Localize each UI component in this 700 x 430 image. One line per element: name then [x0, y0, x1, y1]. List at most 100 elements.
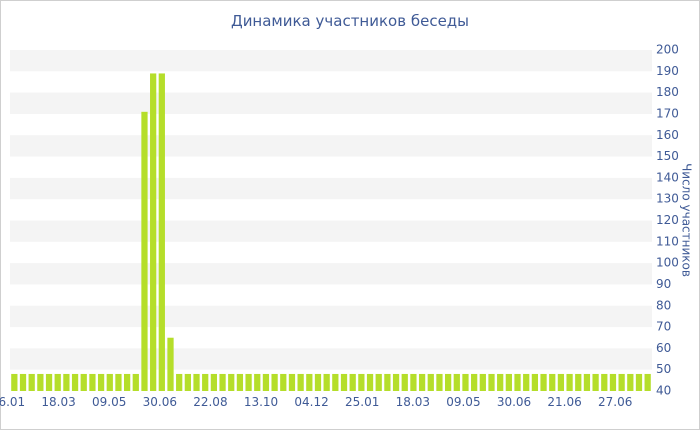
- bar: [644, 373, 651, 391]
- bar: [592, 373, 599, 391]
- grid-bands: [10, 50, 652, 370]
- bar: [184, 373, 191, 391]
- bar: [557, 373, 565, 391]
- y-tick-label: 200: [656, 43, 679, 57]
- bar: [245, 373, 252, 391]
- y-tick-label: 180: [656, 85, 679, 99]
- y-tick-label: 70: [656, 320, 671, 334]
- x-tick-label: 30.06: [143, 395, 177, 409]
- x-tick-label: 18.03: [396, 395, 430, 409]
- bar: [115, 373, 122, 391]
- bar: [202, 373, 209, 391]
- bar: [462, 373, 469, 391]
- bar: [254, 373, 261, 391]
- bar: [471, 373, 478, 391]
- bar: [89, 373, 96, 391]
- bar: [549, 373, 556, 391]
- x-tick-label: 09.05: [446, 395, 480, 409]
- bar: [375, 373, 382, 391]
- bar: [497, 373, 504, 391]
- bar: [401, 373, 408, 391]
- x-tick-label: 09.05: [92, 395, 126, 409]
- y-tick-label: 40: [656, 384, 671, 398]
- bar: [436, 373, 443, 391]
- bar: [210, 373, 218, 391]
- y-tick-label: 100: [656, 256, 679, 270]
- bar: [366, 373, 374, 391]
- x-tick-label: 13.10: [244, 395, 278, 409]
- bar: [583, 373, 591, 391]
- bar: [297, 373, 304, 391]
- y-tick-label: 120: [656, 213, 679, 227]
- bar: [627, 373, 634, 391]
- bar: [445, 373, 452, 391]
- x-tick-label: 21.06: [547, 395, 581, 409]
- bar: [80, 373, 87, 391]
- y-tick-label: 90: [656, 277, 671, 291]
- y-tick-label: 190: [656, 64, 679, 78]
- bar: [540, 373, 547, 391]
- bar: [514, 373, 521, 391]
- grid-band: [10, 220, 652, 242]
- bar: [566, 373, 573, 391]
- bar: [132, 373, 139, 391]
- y-tick-label: 150: [656, 149, 679, 163]
- grid-band: [10, 135, 652, 157]
- bar: [124, 373, 131, 391]
- bar: [167, 337, 174, 391]
- bar: [11, 373, 18, 391]
- y-tick-label: 50: [656, 362, 671, 376]
- chart-title: Динамика участников беседы: [230, 12, 470, 30]
- y-tick-label: 60: [656, 341, 671, 355]
- bar: [97, 373, 105, 391]
- bar: [63, 373, 70, 391]
- bar: [618, 373, 625, 391]
- grid-band: [10, 263, 652, 285]
- x-tick-label: 04.12: [294, 395, 328, 409]
- grid-band: [10, 348, 652, 370]
- grid-band: [10, 177, 652, 200]
- bar: [392, 373, 400, 391]
- bar: [271, 373, 278, 391]
- bar: [37, 373, 44, 391]
- bar: [505, 373, 512, 391]
- bar: [418, 373, 426, 391]
- bar: [488, 373, 495, 391]
- bar: [141, 111, 148, 391]
- bar: [479, 373, 486, 391]
- bar: [314, 373, 322, 391]
- bar: [176, 373, 183, 391]
- bar: [228, 373, 235, 391]
- x-tick-label: 26.01: [0, 395, 25, 409]
- bar: [601, 373, 608, 391]
- x-tick-label: 18.03: [41, 395, 75, 409]
- bar: [306, 373, 313, 391]
- bar: [384, 373, 391, 391]
- bar: [158, 73, 165, 391]
- x-axis-ticks: 26.01 18.03 09.05 30.06 22.08 13.10 04.12 25.01…: [0, 395, 632, 409]
- bar: [28, 373, 35, 391]
- bar: [358, 373, 365, 391]
- bar: [71, 373, 79, 391]
- x-tick-label: 25.01: [345, 395, 379, 409]
- y-tick-label: 130: [656, 192, 679, 206]
- bar: [45, 373, 53, 391]
- y-tick-label: 170: [656, 106, 679, 120]
- bar: [150, 73, 157, 391]
- bar: [349, 373, 356, 391]
- bar: [531, 373, 539, 391]
- bar: [236, 373, 244, 391]
- bar: [262, 373, 270, 391]
- bar: [19, 373, 27, 391]
- y-axis-label: Число участников: [680, 163, 694, 277]
- bar: [523, 373, 530, 391]
- x-tick-label: 27.06: [598, 395, 632, 409]
- grid-band: [10, 50, 652, 72]
- x-tick-label: 22.08: [193, 395, 227, 409]
- y-tick-label: 80: [656, 298, 671, 312]
- bar: [332, 373, 339, 391]
- bar: [288, 373, 296, 391]
- bar: [106, 373, 113, 391]
- bar: [410, 373, 417, 391]
